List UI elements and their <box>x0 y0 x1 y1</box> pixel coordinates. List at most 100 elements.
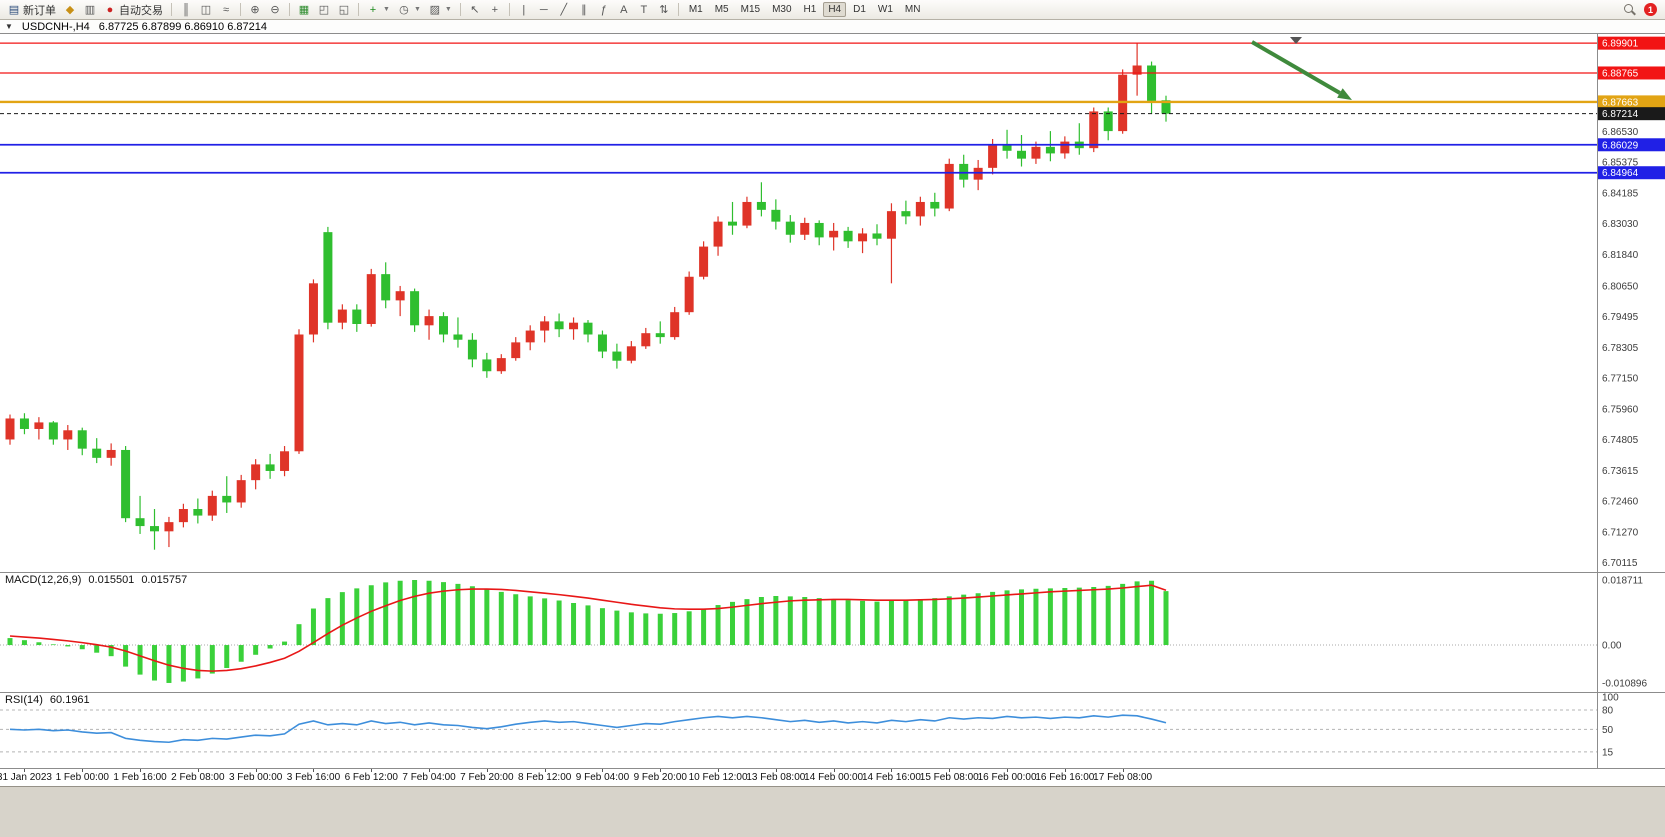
time-axis[interactable]: 31 Jan 2023 1 Feb 00:00 1 Feb 16:00 2 Feb 0… <box>0 768 1665 786</box>
svg-text:6.72460: 6.72460 <box>1602 496 1639 507</box>
time-tick <box>544 768 546 772</box>
timeframe-h1-button[interactable]: H1 <box>803 4 817 15</box>
bar-chart-button[interactable]: ║ <box>177 2 195 18</box>
macd-histogram <box>7 579 1169 683</box>
macd-signal-line <box>9 584 1167 672</box>
rsi-line <box>9 714 1167 744</box>
trend-icon: ╱ <box>560 3 568 16</box>
timeframe-m1-button[interactable]: M1 <box>688 4 703 15</box>
panel-separator[interactable] <box>0 692 1665 693</box>
toolbar-separator <box>171 3 172 16</box>
fibonacci-tool-button[interactable]: ƒ <box>595 2 613 18</box>
bid-price-line-price-tag <box>1598 107 1665 121</box>
trend-arrow-annotation[interactable] <box>1250 40 1352 100</box>
channel-tool-button[interactable]: ∥ <box>575 2 593 18</box>
tile-windows-button[interactable]: ▦ <box>295 2 313 18</box>
horizontal-line-tool-button[interactable]: ─ <box>535 2 553 18</box>
svg-text:6.73615: 6.73615 <box>1602 466 1639 477</box>
autotrading-button[interactable]: ● 自动交易 <box>101 2 166 18</box>
timeframe-m15-button[interactable]: M15 <box>740 4 761 15</box>
svg-text:6.86530: 6.86530 <box>1602 127 1639 138</box>
chart-titlebar[interactable]: ▼ USDCNH-,H4 6.87725 6.87899 6.86910 6.8… <box>0 20 1665 34</box>
timeframe-w1-button[interactable]: W1 <box>877 4 893 15</box>
candlestick-chart-button[interactable]: ◫ <box>197 2 215 18</box>
main-chart-panel[interactable]: 6.86530 6.85375 6.84185 6.83030 6.81840 6.806… <box>0 34 1665 572</box>
timeframe-m5-button[interactable]: M5 <box>714 4 729 15</box>
timeframe-h4-button[interactable]: H4 <box>823 2 847 17</box>
time-label: 2 Feb 08:00 <box>171 772 225 783</box>
toolbar-right: 1 <box>1623 3 1661 16</box>
svg-text:15: 15 <box>1602 747 1614 758</box>
time-tick <box>140 768 142 772</box>
svg-text:6.75960: 6.75960 <box>1602 405 1639 416</box>
time-label: 1 Feb 00:00 <box>55 772 109 783</box>
macd-panel[interactable]: MACD(12,26,9) 0.015501 0.015757 0.018711… <box>0 572 1665 692</box>
periods-icon: ◷ <box>399 3 409 16</box>
svg-text:6.81840: 6.81840 <box>1602 250 1639 261</box>
rsi-panel[interactable]: RSI(14) 60.1961 100 80 50 15 <box>0 692 1665 768</box>
vertical-line-tool-button[interactable]: | <box>515 2 533 18</box>
toolbar: ▤ 新订单 ◆ ▥ ● 自动交易 ║ ◫ ≈ ⊕ ⊖ ▦ ◰ ◱ + ▼ ◷ ▼ ▨ ▼ ↖ + | ─ ╱ ∥ ƒ A T ⇅ M1 M5… <box>0 0 1665 20</box>
toolbar-groups: ▤ 新订单 ◆ ▥ ● 自动交易 ║ ◫ ≈ ⊕ ⊖ ▦ ◰ ◱ + ▼ ◷ ▼ ▨ ▼ ↖ + | ─ ╱ ∥ ƒ A T ⇅ <box>4 2 674 18</box>
indicators-button[interactable]: + ▼ <box>364 2 393 18</box>
panel-separator[interactable] <box>0 572 1665 573</box>
profiles-button[interactable]: ▥ <box>81 2 99 18</box>
new-order-button[interactable]: ▤ 新订单 <box>5 2 59 18</box>
svg-text:6.89901: 6.89901 <box>1602 39 1639 50</box>
time-tick <box>429 768 431 772</box>
autotrading-label: 自动交易 <box>119 4 163 17</box>
svg-text:6.85375: 6.85375 <box>1602 157 1639 168</box>
time-tick <box>24 768 26 772</box>
timeframe-group: M1 M5 M15 M30 H1 H4 D1 W1 MN <box>683 2 927 17</box>
svg-text:6.71270: 6.71270 <box>1602 528 1639 539</box>
toolbar-group-cursor-tools: ↖ + <box>465 2 505 18</box>
svg-text:6.77150: 6.77150 <box>1602 373 1639 384</box>
arrange-windows-button[interactable]: ◰ <box>315 2 333 18</box>
notification-badge[interactable]: 1 <box>1644 3 1657 16</box>
support-line-2-price-tag <box>1598 166 1665 180</box>
svg-text:6.84185: 6.84185 <box>1602 189 1639 200</box>
trendline-tool-button[interactable]: ╱ <box>555 2 573 18</box>
time-tick <box>718 768 720 772</box>
rsi-canvas[interactable]: 100 80 50 15 <box>0 692 1665 768</box>
templates-button[interactable]: ▨ ▼ <box>426 2 455 18</box>
channel-icon: ∥ <box>581 3 587 16</box>
toolbar-group-objects: | ─ ╱ ∥ ƒ A T ⇅ <box>514 2 674 18</box>
time-label: 3 Feb 00:00 <box>228 772 283 783</box>
bar-chart-icon: ║ <box>182 3 190 16</box>
toolbar-group-insert: + ▼ ◷ ▼ ▨ ▼ <box>363 2 456 18</box>
cascade-windows-button[interactable]: ◱ <box>335 2 353 18</box>
svg-text:6.88765: 6.88765 <box>1602 68 1639 79</box>
time-tick <box>1064 768 1066 772</box>
text-label-tool-button[interactable]: T <box>635 2 653 18</box>
cursor-button[interactable]: ↖ <box>466 2 484 18</box>
arrows-tool-button[interactable]: ⇅ <box>655 2 673 18</box>
timeframe-mn-button[interactable]: MN <box>904 4 921 15</box>
chart-shift-marker-icon[interactable] <box>1290 37 1302 44</box>
price-scale-divider <box>1597 34 1598 768</box>
timeframe-d1-button[interactable]: D1 <box>853 4 866 15</box>
search-icon[interactable] <box>1623 3 1636 16</box>
toolbar-group-chart-type: ║ ◫ ≈ <box>176 2 236 18</box>
time-label: 10 Feb 12:00 <box>688 772 748 783</box>
periods-button[interactable]: ◷ ▼ <box>395 2 424 18</box>
line-chart-button[interactable]: ≈ <box>217 2 235 18</box>
svg-text:6.84964: 6.84964 <box>1602 168 1639 179</box>
crosshair-icon: + <box>491 3 499 16</box>
macd-canvas[interactable]: 0.018711 0.00 -0.010896 <box>0 572 1665 692</box>
price-scale[interactable] <box>1598 34 1665 768</box>
cascade-icon: ◱ <box>338 3 350 16</box>
new-order-label: 新订单 <box>23 4 56 17</box>
time-label: 14 Feb 16:00 <box>861 772 921 783</box>
profiles-icon: ▥ <box>84 3 96 16</box>
zoom-in-button[interactable]: ⊕ <box>246 2 264 18</box>
main-chart-canvas[interactable]: 6.86530 6.85375 6.84185 6.83030 6.81840 6.806… <box>0 34 1665 572</box>
time-label: 9 Feb 04:00 <box>575 772 630 783</box>
zoom-out-button[interactable]: ⊖ <box>266 2 284 18</box>
timeframe-m30-button[interactable]: M30 <box>772 4 792 15</box>
crosshair-button[interactable]: + <box>486 2 504 18</box>
text-tool-button[interactable]: A <box>615 2 633 18</box>
chart-gold-button[interactable]: ◆ <box>61 2 79 18</box>
svg-text:80: 80 <box>1602 706 1614 717</box>
svg-text:6.83030: 6.83030 <box>1602 219 1639 230</box>
